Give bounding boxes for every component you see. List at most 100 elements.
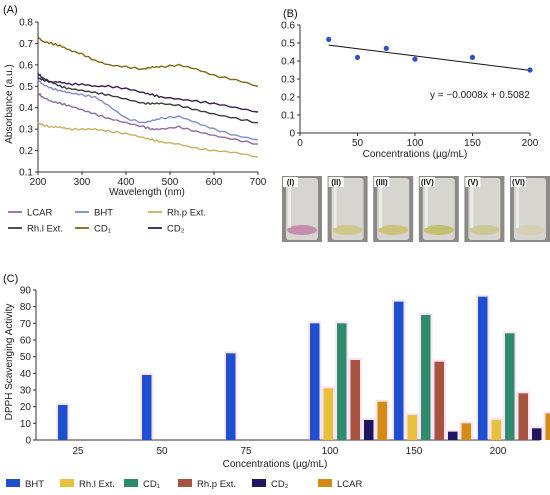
series-line-bht [37,79,259,141]
legend-swatch [124,479,138,487]
vial-highlight [288,180,291,228]
panel-c-y-tick-label: 30 [20,386,32,397]
legend-label: Rh.l Ext. [27,224,63,235]
bar-bht [142,375,152,440]
vial-highlight [333,180,337,228]
vial-highlight [470,180,474,228]
bar-lcar [377,401,387,440]
panel-label-a: (A) [3,4,18,16]
panel-b-x-tick-label: 100 [407,138,424,149]
panel-c-y-tick-label: 20 [20,402,32,413]
legend-label: Rh.l Ext. [79,479,115,490]
panel-a-y-tick-label: 0.6 [19,60,33,71]
dpph-bar-chart: 0 10 20 30 40 50 60 70 80 90 25 50 75 100 150 200 Conce… [4,286,550,490]
vial-liquid [469,225,500,235]
bar-cd₁ [505,333,515,440]
panel-a-y-tick-label: 0.8 [19,18,33,29]
legend-label: Rh.p Ext. [197,479,236,490]
panel-b-y-tick-label: 0.4 [281,57,295,68]
scatter-point [527,67,533,73]
panel-b-x-tick-label: 50 [352,138,364,149]
panel-b-x-tick-label: 200 [522,138,539,149]
vial-liquid [332,225,363,235]
panel-c-bars [56,294,550,440]
panel-a-y-tick-label: 0.3 [19,125,33,136]
panel-c-ylabel: DPPH Scavenging Activity [4,304,15,421]
bar-rh-l-ext- [323,388,333,440]
scatter-point [326,36,332,43]
legend-swatch [60,479,74,487]
panel-a-series [37,36,259,158]
panel-a-y-tick-label: 0.2 [19,146,33,157]
vial-label-box [328,177,344,187]
panel-c-y-tick-label: 60 [20,336,32,347]
legend-label: Rh.p Ext. [167,208,206,219]
panel-c-y-tick-label: 70 [20,319,32,330]
panel-label-b: (B) [283,8,298,20]
bar-bht [58,405,68,440]
bar-cd₂ [364,420,374,440]
panel-a-x-tick-label: 600 [206,177,223,188]
scatter-point [469,54,476,61]
panel-a-x-tick-label: 400 [118,177,135,188]
bar-bht [394,301,404,440]
concentration-scatter-chart: 0 50 100 150 200 0 0.1 0.2 0.3 0.4 0.5 0.6 Concentr… [281,21,539,161]
legend-label: CD₁ [143,479,160,490]
vial-glass [514,178,546,240]
panel-b-y-tick-label: 0.6 [281,21,295,32]
bar-cd₁ [421,315,431,440]
scatter-point [354,54,361,61]
panel-b-y-tick-label: 0.1 [281,111,295,122]
panel-b-ticks: 0 50 100 150 200 0 0.1 0.2 0.3 0.4 0.5 0.6 [281,21,539,150]
panel-a-y-tick-label: 0.1 [19,168,33,179]
panel-c-y-tick-label: 80 [20,302,32,313]
panel-b-y-tick-label: 0.3 [281,75,295,86]
legend-label: CD₂ [167,224,185,235]
vial-glass [422,178,455,240]
panel-b-y-tick-label: 0 [289,129,295,140]
absorbance-line-chart: 200 300 400 500 600 700 0.1 0.2 0.3 0.4 0.5 0.6 0.7 0… [4,18,267,235]
bar-rh-p-ext- [350,360,360,440]
bar-rh-p-ext- [518,393,528,440]
vial-highlight [424,180,428,228]
series-line-cd₁ [37,36,259,87]
trendline-equation: y = −0.0008x + 0.5082 [430,90,530,101]
legend-label: LCAR [337,479,362,490]
vial-label: (I) [287,178,295,187]
panel-b-x-tick-label: 0 [297,138,303,149]
panel-b-axes [299,25,530,134]
panel-label-c: (C) [3,273,18,285]
panel-c-axes [35,290,540,441]
legend-swatch [178,479,192,487]
legend-label: LCAR [27,208,52,219]
panel-a-x-tick-label: 700 [250,177,267,188]
panel-a-x-tick-label: 200 [30,177,47,188]
vial-label-box [419,177,435,187]
scatter-point [412,56,418,62]
series-line-lcar [37,91,259,145]
trendline [328,44,531,71]
vial-label: (IV) [421,178,434,187]
vial-liquid [378,225,409,235]
legend-swatch [318,479,332,487]
panel-c-y-tick-label: 50 [20,352,32,363]
series-line-rh-l-ext- [37,72,259,124]
vial-label-box [465,177,481,187]
bar-rh-p-ext- [434,361,444,440]
vial-label: (III) [376,178,388,187]
panel-a-xlabel: Wavelength (nm) [109,187,185,198]
panel-c-ticks: 0 10 20 30 40 50 60 70 80 90 25 50 75 100 150 200 [20,286,507,458]
panel-c-y-tick-label: 40 [20,369,32,380]
panel-a-x-tick-label: 500 [162,177,179,188]
series-line-rh-p-ext- [37,121,259,158]
panel-c-legend: BHT Rh.l Ext. CD₁ Rh.p Ext. CD₂ LCAR [6,479,362,490]
series-line-cd₂ [37,76,259,113]
panel-a-legend: LCAR BHT Rh.p Ext. Rh.l Ext. CD₁ CD₂ [8,208,206,235]
panel-b-y-tick-label: 0.5 [281,39,295,50]
panel-b-x-tick-label: 150 [464,138,481,149]
bar-bht [226,353,236,440]
vial-label: (V) [468,178,479,187]
vial-liquid [287,225,317,235]
panel-c-x-tick-label: 150 [406,446,423,457]
